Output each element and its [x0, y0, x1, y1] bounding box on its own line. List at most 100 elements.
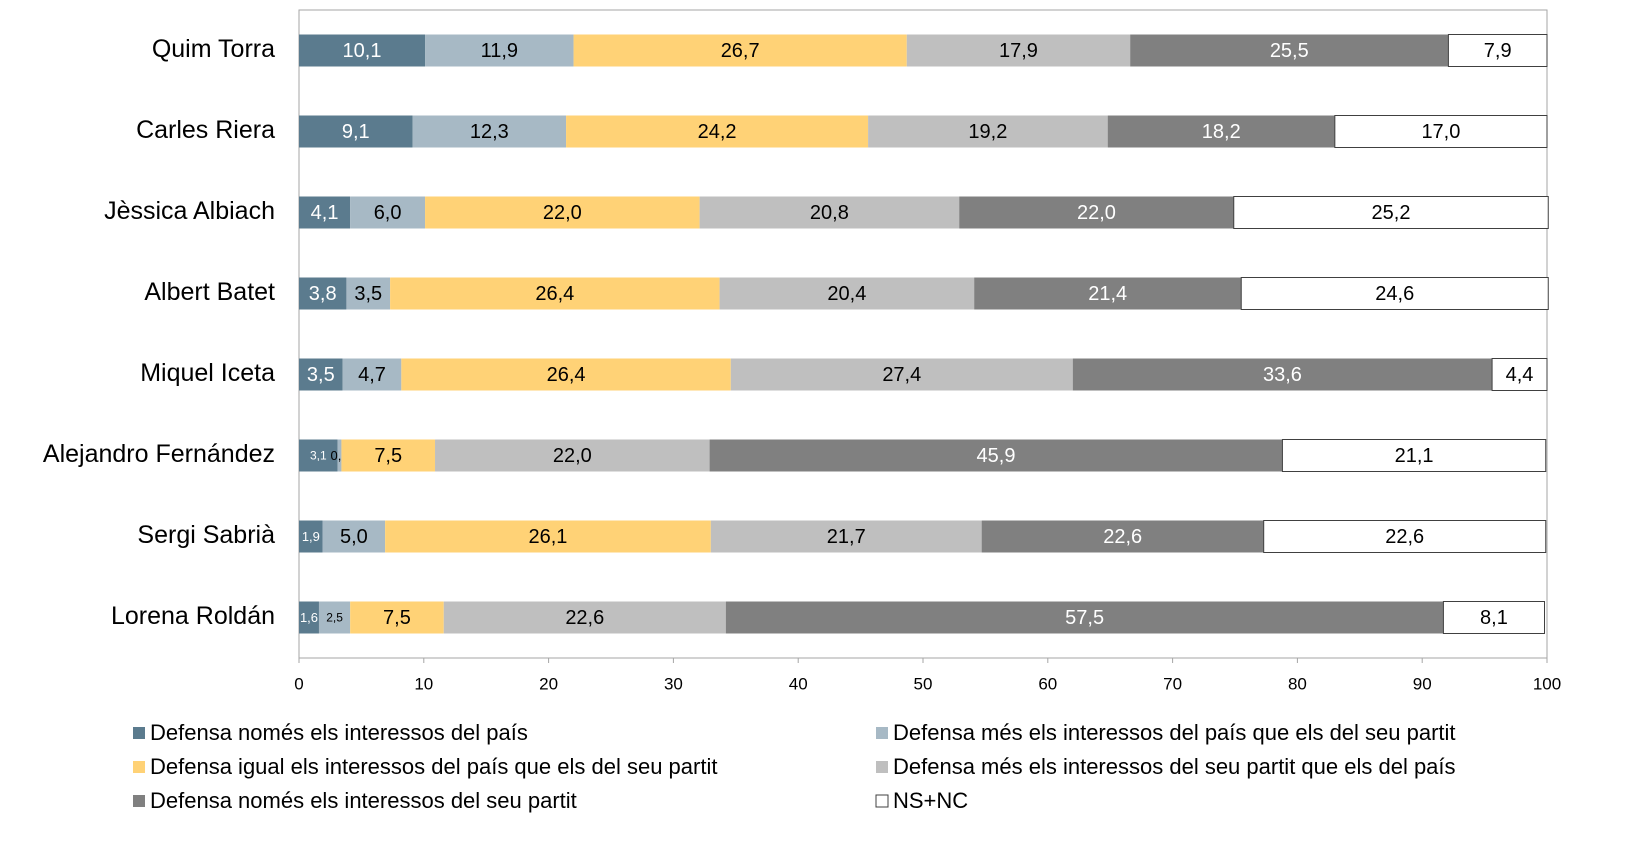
data-label: 21,1 — [1395, 445, 1434, 467]
bar-segment — [1442, 601, 1546, 634]
bar-segment — [1233, 196, 1549, 229]
data-label: 26,4 — [535, 283, 574, 305]
data-label: 33,6 — [1263, 364, 1302, 386]
bar-segment — [299, 115, 413, 148]
data-label: 3,5 — [354, 283, 382, 305]
data-label: 24,2 — [698, 121, 737, 143]
bar-segment — [868, 115, 1108, 148]
data-label: 3,1 — [310, 449, 327, 463]
bar-segment — [350, 601, 444, 634]
data-label: 4,4 — [1506, 364, 1534, 386]
bar-segment — [566, 115, 869, 148]
legend-swatch — [876, 761, 888, 773]
bar-segment — [401, 358, 731, 391]
data-label: 21,4 — [1088, 283, 1127, 305]
data-label: 4,7 — [358, 364, 386, 386]
data-label: 3,5 — [307, 364, 335, 386]
bar-segment — [725, 601, 1444, 634]
data-label: 22,6 — [1385, 526, 1424, 548]
bar-segment — [299, 277, 347, 310]
bar-segment — [341, 439, 436, 472]
data-label: 20,4 — [827, 283, 866, 305]
data-label: 2,5 — [326, 611, 343, 625]
data-label: 21,7 — [827, 526, 866, 548]
bar-segment — [699, 196, 960, 229]
y-tick-label: Lorena Roldán — [111, 602, 275, 630]
plot-frame — [298, 9, 1548, 659]
data-label: 3,8 — [309, 283, 337, 305]
data-label: 12,3 — [470, 121, 509, 143]
bar-segment — [299, 439, 338, 472]
data-label: 1,6 — [300, 610, 318, 625]
data-label: 18,2 — [1202, 121, 1241, 143]
y-tick-label: Miquel Iceta — [140, 359, 275, 387]
bar-segment — [322, 520, 386, 553]
bar-segment — [299, 34, 426, 67]
data-label: 25,5 — [1270, 40, 1309, 62]
x-tick-label: 10 — [414, 674, 433, 693]
legend-swatch — [875, 794, 889, 808]
x-tick-label: 60 — [1038, 674, 1057, 693]
x-tick-label: 100 — [1533, 674, 1561, 693]
data-label: 26,1 — [529, 526, 568, 548]
bar-segment — [906, 34, 1131, 67]
legend-swatch — [876, 727, 888, 739]
data-label: 57,5 — [1065, 607, 1104, 629]
data-label: 26,7 — [721, 40, 760, 62]
bar-segment — [425, 196, 700, 229]
bar-segment — [1263, 520, 1547, 553]
data-label: 9,1 — [342, 121, 370, 143]
data-label: 22,0 — [1077, 202, 1116, 224]
data-label: 24,6 — [1375, 283, 1414, 305]
bar-segment — [435, 439, 710, 472]
bar-segment — [974, 277, 1242, 310]
y-tick-label: Sergi Sabrià — [137, 521, 275, 549]
data-label: 22,0 — [543, 202, 582, 224]
bar-segment — [710, 520, 982, 553]
bar-segment — [1447, 34, 1548, 67]
legend-swatch — [133, 795, 145, 807]
data-label: 22,6 — [565, 607, 604, 629]
bar-segment — [1072, 358, 1493, 391]
x-tick-label: 90 — [1413, 674, 1432, 693]
data-label: 19,2 — [968, 121, 1007, 143]
data-label: 6,0 — [374, 202, 402, 224]
data-label: 22,0 — [553, 445, 592, 467]
data-label: 17,9 — [999, 40, 1038, 62]
bar-segment — [719, 277, 975, 310]
legend-label: NS+NC — [893, 788, 968, 813]
data-label: 11,9 — [481, 40, 518, 62]
bar-segment — [390, 277, 720, 310]
data-label: 1,9 — [302, 529, 320, 544]
data-label: 27,4 — [882, 364, 921, 386]
bar-segment — [350, 196, 426, 229]
bar-segment — [1334, 115, 1548, 148]
data-label: 5,0 — [340, 526, 368, 548]
legend-label: Defensa només els interessos del país — [150, 720, 528, 745]
data-label: 7,5 — [374, 445, 402, 467]
bar-segment — [299, 520, 323, 553]
y-tick-label: Albert Batet — [144, 278, 275, 306]
data-label: 22,6 — [1103, 526, 1142, 548]
bar-segment — [299, 601, 319, 634]
bar-segment — [443, 601, 726, 634]
data-label: 7,9 — [1484, 40, 1512, 62]
bar-segment — [425, 34, 574, 67]
y-tick-label: Alejandro Fernández — [43, 440, 275, 468]
bar-segment — [1130, 34, 1449, 67]
data-label: 25,2 — [1372, 202, 1411, 224]
x-tick-label: 20 — [539, 674, 558, 693]
data-label: 26,4 — [547, 364, 586, 386]
x-tick-label: 50 — [914, 674, 933, 693]
bar-segment — [730, 358, 1073, 391]
x-tick-label: 30 — [664, 674, 683, 693]
x-tick-label: 0 — [294, 674, 303, 693]
bar-segment — [385, 520, 711, 553]
bar-segment — [981, 520, 1264, 553]
bar-segment — [299, 196, 351, 229]
bar-segment — [299, 358, 343, 391]
bar-segment — [337, 439, 342, 472]
bar-segment — [342, 358, 402, 391]
bar-segment — [412, 115, 567, 148]
